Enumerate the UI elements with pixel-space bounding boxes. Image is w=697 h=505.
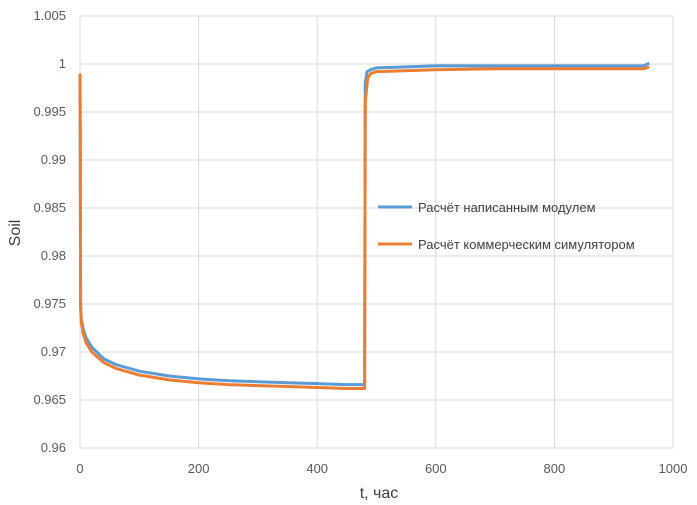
y-tick-label: 0.975 <box>33 296 66 311</box>
y-tick-label: 1.005 <box>33 8 66 23</box>
x-tick-label: 200 <box>188 461 210 476</box>
x-tick-label: 0 <box>76 461 83 476</box>
legend-label-series-2: Расчёт коммерческим симулятором <box>418 237 635 252</box>
y-tick-label: 0.965 <box>33 392 66 407</box>
series-lines <box>78 61 650 390</box>
y-axis-title: Soil <box>7 220 24 247</box>
y-tick-label: 0.97 <box>41 344 66 359</box>
x-tick-label: 800 <box>544 461 566 476</box>
x-tick-label: 1000 <box>659 461 688 476</box>
grid <box>79 15 674 449</box>
legend-label-series-1: Расчёт написанным модулем <box>418 200 596 215</box>
y-tick-label: 0.985 <box>33 200 66 215</box>
x-tick-label: 400 <box>306 461 328 476</box>
x-tick-label: 600 <box>425 461 447 476</box>
y-tick-label: 0.98 <box>41 248 66 263</box>
y-tick-label: 0.96 <box>41 440 66 455</box>
legend: Расчёт написанным модулем Расчёт коммерч… <box>378 200 635 252</box>
x-axis-title: t, час <box>360 485 399 502</box>
y-tick-label: 0.99 <box>41 152 66 167</box>
series-line-2 <box>78 65 650 390</box>
y-tick-label: 0.995 <box>33 104 66 119</box>
tick-labels: 0.96 0.965 0.97 0.975 0.98 0.985 0.99 0.995 1 1.0… <box>33 8 687 476</box>
y-tick-label: 1 <box>59 56 66 71</box>
